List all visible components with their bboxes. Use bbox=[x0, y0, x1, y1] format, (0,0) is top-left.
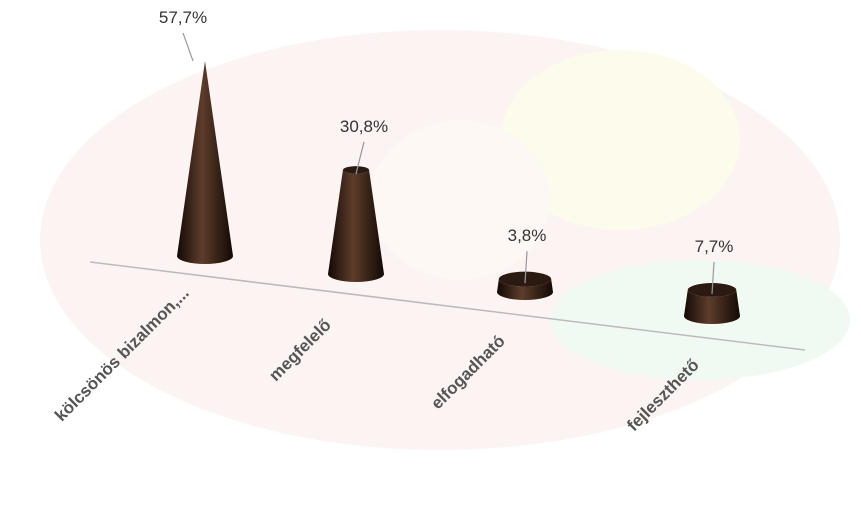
value-label: 3,8% bbox=[508, 226, 547, 245]
chart: 57,7%kölcsönös bizalmon,...30,8%megfelel… bbox=[0, 0, 861, 521]
value-label: 30,8% bbox=[340, 117, 388, 136]
value-label: 7,7% bbox=[695, 237, 734, 256]
value-label: 57,7% bbox=[159, 8, 207, 27]
leader-line bbox=[183, 33, 193, 61]
